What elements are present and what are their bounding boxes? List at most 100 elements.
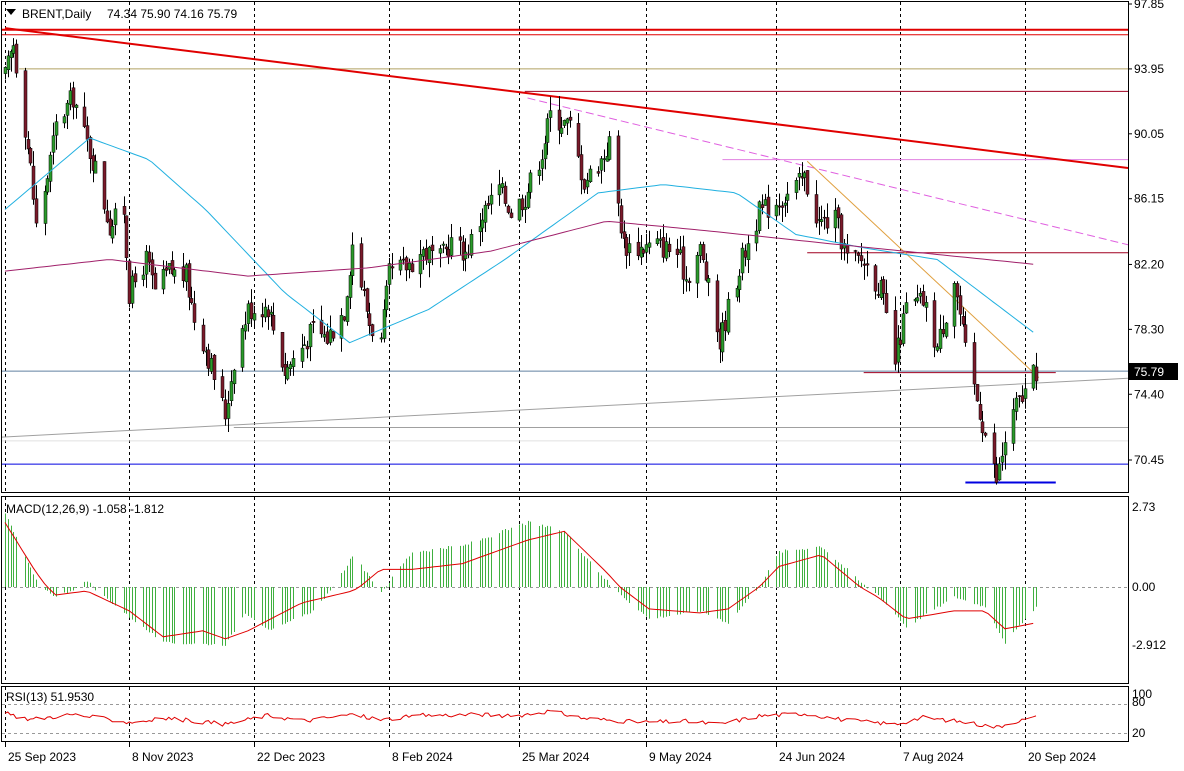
candle-down bbox=[14, 43, 19, 74]
candle-up bbox=[449, 237, 454, 256]
candle-up bbox=[269, 311, 274, 315]
candle-up bbox=[240, 328, 245, 368]
candle-down bbox=[557, 109, 562, 131]
candle-up bbox=[523, 206, 528, 210]
candle-down bbox=[85, 125, 90, 140]
candle-up bbox=[48, 154, 53, 182]
candle-up bbox=[585, 180, 590, 188]
candle-down bbox=[760, 204, 765, 208]
candle-down bbox=[701, 244, 706, 261]
candle-up bbox=[655, 238, 660, 244]
price-symbol-label: BRENT,Daily bbox=[22, 7, 91, 21]
candle-up bbox=[68, 90, 73, 105]
grid-layer bbox=[2, 2, 1128, 741]
candle-up bbox=[469, 234, 474, 256]
candle-down bbox=[876, 294, 881, 296]
macd-y-tick-label: 0.00 bbox=[1132, 580, 1156, 594]
candle-down bbox=[34, 198, 39, 224]
candle-down bbox=[362, 288, 367, 291]
candle-down bbox=[568, 116, 573, 121]
candle-down bbox=[983, 432, 988, 436]
candle-up bbox=[51, 135, 56, 153]
candle-down bbox=[675, 248, 680, 255]
candle-up bbox=[246, 303, 251, 324]
x-tick-label: 9 May 2024 bbox=[649, 750, 712, 764]
candle-up bbox=[548, 110, 553, 118]
candle-down bbox=[105, 210, 110, 223]
candle-down bbox=[822, 216, 827, 219]
trend-line[interactable] bbox=[4, 27, 1129, 170]
candle-up bbox=[997, 463, 1002, 481]
candle-down bbox=[893, 310, 898, 365]
candle-down bbox=[619, 205, 624, 234]
candle-down bbox=[579, 154, 584, 181]
candle-down bbox=[839, 214, 844, 250]
candle-up bbox=[1023, 388, 1028, 399]
price-y-tick-label: 78.30 bbox=[1134, 322, 1164, 336]
candle-up bbox=[407, 262, 412, 270]
x-tick-label: 25 Sep 2023 bbox=[8, 750, 76, 764]
candle-down bbox=[404, 257, 409, 271]
rsi-panel-frame bbox=[1, 686, 1129, 742]
candle-up bbox=[483, 204, 488, 223]
candle-down bbox=[444, 246, 449, 250]
candle-down bbox=[715, 280, 720, 333]
candle-up bbox=[647, 242, 652, 248]
candle-up bbox=[418, 254, 423, 275]
x-tick-label: 8 Feb 2024 bbox=[392, 750, 453, 764]
candle-up bbox=[11, 45, 16, 54]
candle-down bbox=[164, 267, 169, 271]
candle-down bbox=[192, 303, 197, 323]
candle-up bbox=[300, 347, 305, 362]
candle-up bbox=[226, 403, 231, 419]
macd-y-tick-label: -2.912 bbox=[1132, 638, 1166, 652]
candle-up bbox=[384, 285, 389, 311]
trend-line[interactable] bbox=[527, 97, 1129, 246]
candle-down bbox=[704, 261, 709, 281]
candle-up bbox=[627, 243, 632, 254]
candle-up bbox=[562, 120, 567, 126]
candle-down bbox=[28, 148, 33, 164]
candle-up bbox=[737, 275, 742, 290]
candle-down bbox=[102, 161, 107, 210]
candle-up bbox=[754, 230, 759, 244]
candle-down bbox=[963, 324, 968, 343]
x-tick-label: 22 Dec 2023 bbox=[257, 750, 325, 764]
collapse-triangle-icon[interactable] bbox=[6, 9, 16, 15]
candle-down bbox=[71, 87, 76, 108]
candle-up bbox=[540, 159, 545, 169]
candle-up bbox=[74, 104, 79, 108]
candle-down bbox=[23, 70, 28, 138]
candle-up bbox=[263, 306, 268, 318]
candle-up bbox=[1031, 364, 1036, 389]
candle-up bbox=[65, 102, 70, 116]
candle-down bbox=[212, 354, 217, 380]
price-y-tick-label: 82.20 bbox=[1134, 257, 1164, 271]
candle-down bbox=[424, 248, 429, 260]
candle-up bbox=[664, 241, 669, 259]
candle-down bbox=[370, 324, 375, 337]
candle-down bbox=[853, 250, 858, 252]
candle-up bbox=[698, 244, 703, 256]
candle-down bbox=[133, 273, 138, 283]
candle-down bbox=[980, 421, 985, 434]
last-price-tag: 75.79 bbox=[1129, 363, 1178, 380]
candle-down bbox=[509, 212, 514, 218]
candle-down bbox=[280, 332, 285, 368]
trend-line[interactable] bbox=[806, 160, 1040, 378]
candle-up bbox=[387, 263, 392, 285]
rsi-y-tick-label: 100 bbox=[1132, 687, 1152, 701]
candle-up bbox=[398, 259, 403, 271]
candle-down bbox=[780, 205, 785, 208]
candle-down bbox=[921, 291, 926, 306]
candle-up bbox=[526, 191, 531, 208]
candle-down bbox=[150, 259, 155, 276]
candle-down bbox=[124, 215, 129, 258]
trend-line[interactable] bbox=[1, 377, 1129, 438]
candle-up bbox=[113, 208, 118, 226]
candle-down bbox=[766, 196, 771, 218]
candle-down bbox=[941, 329, 946, 335]
candle-down bbox=[865, 263, 870, 266]
candle-up bbox=[144, 250, 149, 275]
